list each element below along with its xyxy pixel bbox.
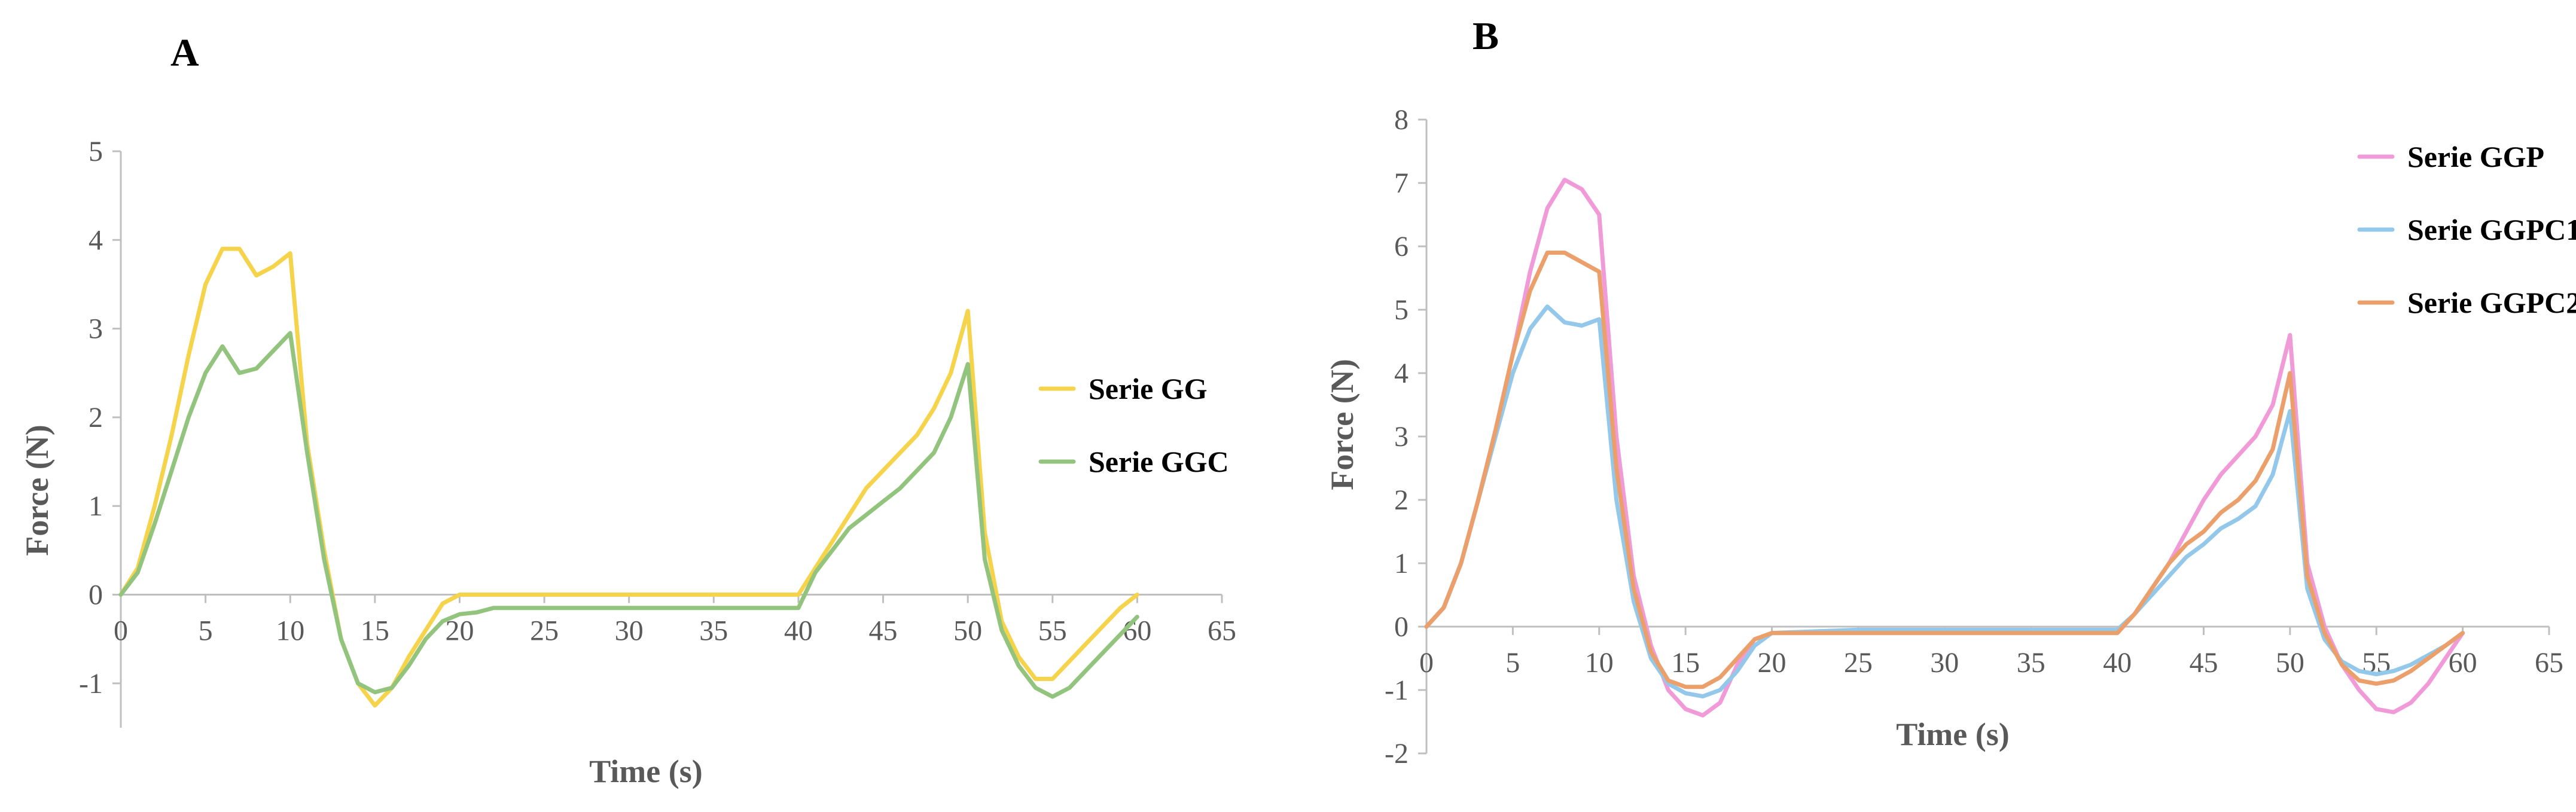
- y-tick-label: -2: [1385, 738, 1409, 770]
- y-tick-label: 1: [1394, 548, 1409, 579]
- series-line-serie-ggc: [118, 331, 1139, 699]
- x-tick-label: 35: [2017, 647, 2045, 679]
- y-tick-label: -1: [1385, 674, 1409, 706]
- x-tick-label: 60: [2449, 647, 2477, 679]
- y-tick-label: 3: [1394, 421, 1409, 453]
- y-axis-title-b: Force (N): [1324, 359, 1360, 490]
- x-tick-label: 55: [1038, 615, 1067, 647]
- x-tick-label: 40: [2103, 647, 2132, 679]
- x-tick-label: 20: [1758, 647, 1787, 679]
- y-tick-label: 3: [89, 313, 103, 345]
- y-tick-label: 0: [1394, 611, 1409, 643]
- x-tick-label: 25: [1844, 647, 1873, 679]
- x-tick-label: 45: [869, 615, 898, 647]
- x-tick-label: 50: [953, 615, 982, 647]
- y-tick-label: 6: [1394, 231, 1409, 262]
- y-tick-label: 1: [89, 490, 103, 522]
- y-tick-label: 7: [1394, 167, 1409, 199]
- y-tick-label: 8: [1394, 104, 1409, 136]
- series-line-serie-ggpc1: [1424, 304, 2465, 699]
- y-tick-label: 2: [89, 402, 103, 434]
- y-axis-title-a: Force (N): [19, 425, 55, 555]
- legend-label: Serie GG: [1089, 372, 1208, 405]
- x-tick-label: 50: [2276, 647, 2304, 679]
- panel-label-a: A: [170, 31, 199, 75]
- y-tick-label: -1: [79, 668, 103, 700]
- x-axis-title-b: Time (s): [1896, 716, 2009, 752]
- legend-label: Serie GGP: [2407, 140, 2544, 173]
- y-tick-label: 5: [89, 136, 103, 167]
- x-tick-label: 25: [530, 615, 559, 647]
- x-tick-label: 35: [699, 615, 728, 647]
- legend-label: Serie GGPC1: [2407, 213, 2576, 246]
- x-tick-label: 65: [1208, 615, 1236, 647]
- legend-label: Serie GGPC2: [2407, 286, 2576, 319]
- x-tick-label: 10: [276, 615, 304, 647]
- legend-label: Serie GGC: [1089, 445, 1229, 478]
- x-tick-label: 60: [1123, 615, 1151, 647]
- y-tick-label: 2: [1394, 484, 1409, 516]
- x-tick-label: 15: [1671, 647, 1700, 679]
- x-tick-label: 15: [361, 615, 389, 647]
- x-tick-label: 65: [2535, 647, 2563, 679]
- x-tick-label: 5: [199, 615, 213, 647]
- x-tick-label: 0: [1419, 647, 1434, 679]
- x-tick-label: 30: [615, 615, 644, 647]
- x-tick-label: 45: [2189, 647, 2218, 679]
- x-tick-label: 10: [1585, 647, 1614, 679]
- y-tick-label: 5: [1394, 294, 1409, 326]
- x-tick-label: 5: [1505, 647, 1520, 679]
- x-tick-label: 0: [114, 615, 128, 647]
- series-line-serie-ggpc2: [1424, 251, 2465, 689]
- x-axis-title-a: Time (s): [589, 753, 702, 789]
- series-line-serie-gg: [118, 246, 1139, 708]
- panel-label-b: B: [1473, 14, 1499, 58]
- y-tick-label: 4: [89, 224, 103, 256]
- x-tick-label: 30: [1930, 647, 1959, 679]
- y-tick-label: 4: [1394, 358, 1409, 389]
- x-tick-label: 40: [784, 615, 813, 647]
- y-tick-label: 0: [89, 579, 103, 611]
